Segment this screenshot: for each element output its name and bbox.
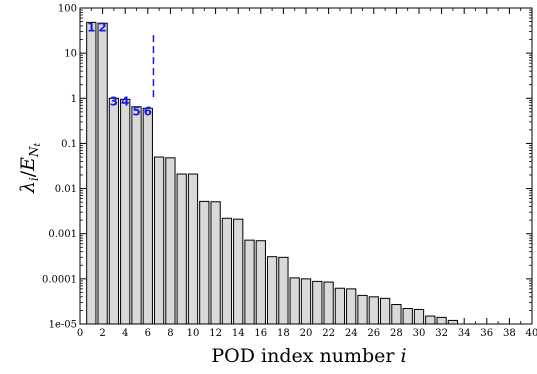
bar-25	[357, 294, 368, 325]
x-tick-label: 8	[167, 328, 173, 339]
bar-annotation-2: 2	[98, 21, 106, 35]
bars	[86, 21, 459, 325]
bar-annotation-5: 5	[132, 104, 140, 118]
x-axis-label-var: i	[401, 345, 407, 367]
bar-22	[323, 281, 334, 325]
bar-20	[300, 278, 312, 325]
y-tick-label: 0.1	[61, 139, 77, 150]
bar-27	[379, 297, 391, 325]
bar-24	[346, 288, 357, 325]
x-tick-label: 22	[322, 328, 335, 339]
bar-18	[278, 256, 289, 325]
bar-28	[391, 304, 402, 325]
bar-17	[266, 256, 278, 325]
x-tick-label: 18	[277, 328, 290, 339]
x-tick-label: 10	[187, 328, 200, 339]
y-tick-label: 100	[58, 4, 77, 15]
x-tick-label: 32	[435, 328, 448, 339]
bar-32	[436, 316, 447, 325]
y-tick-label: 1	[71, 94, 77, 105]
y-axis-label: λi/ENt	[17, 142, 43, 194]
x-tick-label: 4	[122, 328, 128, 339]
y-tick-labels: 100 10 1 0.1 0.01 0.001 0.0001 1e-05	[42, 4, 77, 331]
y-label-sub-t: t	[33, 142, 43, 146]
bar-1	[86, 21, 97, 325]
x-tick-label: 36	[480, 328, 493, 339]
bar-15	[244, 239, 255, 325]
x-tick-label: 14	[232, 328, 245, 339]
x-tick-label: 16	[254, 328, 267, 339]
svg-text:λi/ENt: λi/ENt	[17, 142, 43, 194]
x-tick-label: 20	[300, 328, 313, 339]
bar-2	[97, 22, 108, 325]
x-tick-label: 24	[345, 328, 358, 339]
x-tick-label: 38	[503, 328, 516, 339]
bar-annotations: 1 2 3 45 6	[87, 21, 152, 119]
bar-23	[334, 287, 346, 325]
bar-12	[210, 201, 221, 325]
bar-14	[233, 218, 244, 325]
bar-annotation-6: 6	[144, 104, 152, 118]
y-label-lambda: λ	[17, 181, 39, 194]
y-tick-label: 0.001	[48, 229, 77, 240]
bar-30	[413, 308, 425, 325]
x-tick-label: 26	[367, 328, 380, 339]
x-tick-label: 30	[413, 328, 426, 339]
y-label-slash: /	[17, 170, 39, 177]
bar-11	[199, 200, 210, 325]
y-tick-label: 10	[64, 49, 77, 60]
y-tick-label: 1e-05	[49, 320, 77, 331]
bar-10	[187, 173, 199, 325]
x-tick-label: 40	[526, 328, 537, 339]
bar-9	[176, 173, 187, 325]
x-tick-label: 0	[77, 328, 83, 339]
y-label-e: E	[17, 157, 39, 172]
y-label-sub-i: i	[27, 177, 41, 181]
x-axis-label-text: POD index number	[211, 345, 395, 367]
bar-annotation-3: 3	[110, 94, 118, 108]
bar-8	[165, 157, 176, 325]
bar-19	[289, 277, 300, 325]
x-axis-label: POD index number i	[211, 345, 406, 367]
bar-21	[312, 280, 323, 325]
bar-33	[447, 319, 459, 325]
x-tick-label: 34	[458, 328, 471, 339]
y-tick-label: 0.01	[55, 184, 77, 195]
x-tick-labels: 0 2 4 6 8 10 12 14 16 18 20 22 24 26 28 30 32 34 36 38 40	[77, 328, 537, 339]
bar-3	[108, 97, 120, 325]
bar-4	[120, 98, 131, 325]
bar-6	[142, 107, 153, 325]
bar-7	[153, 156, 165, 325]
x-tick-label: 28	[390, 328, 403, 339]
bar-5	[131, 106, 142, 325]
bar-31	[425, 315, 436, 325]
bar-13	[221, 217, 233, 325]
y-label-sub-n: N	[27, 146, 41, 158]
x-tick-label: 6	[145, 328, 151, 339]
x-tick-label: 12	[209, 328, 222, 339]
bar-annotation-1: 1	[87, 21, 95, 35]
y-tick-label: 0.0001	[42, 274, 77, 285]
bar-annotation-4: 4	[121, 94, 129, 108]
x-tick-label: 2	[99, 328, 105, 339]
bar-16	[255, 240, 266, 325]
bar-29	[402, 308, 413, 325]
bar-26	[368, 296, 379, 325]
